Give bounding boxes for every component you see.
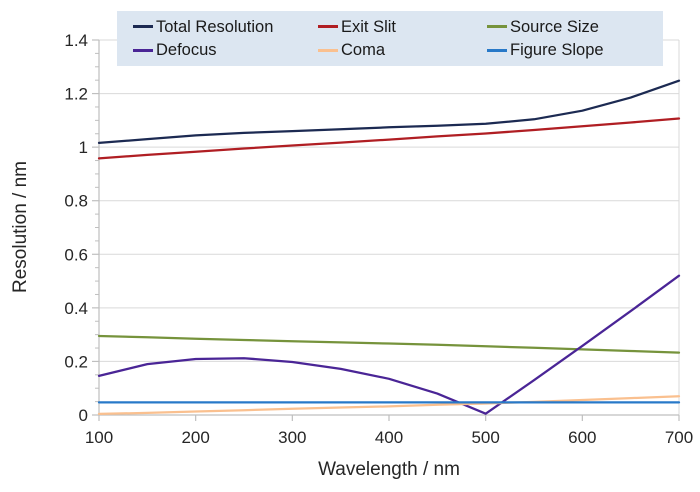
y-tick-label: 0.4 <box>64 299 88 318</box>
legend-swatch-exit-slit <box>318 25 338 29</box>
x-tick-label: 200 <box>181 428 209 447</box>
x-tick-label: 500 <box>471 428 499 447</box>
series-line-total-resolution <box>97 79 681 145</box>
legend-label: Defocus <box>156 41 217 60</box>
legend-label: Coma <box>341 41 386 60</box>
x-tick-label: 400 <box>375 428 403 447</box>
legend-label: Figure Slope <box>510 41 604 60</box>
y-tick-label: 0 <box>79 406 88 425</box>
series-line-source-size <box>97 334 681 354</box>
legend-swatch-total-resolution <box>133 25 153 29</box>
legend-swatch-source-size <box>487 25 507 29</box>
x-tick-label: 100 <box>85 428 113 447</box>
series-line-exit-slit <box>97 117 681 160</box>
legend-item-defocus: Defocus <box>133 41 318 59</box>
legend-swatch-defocus <box>133 48 153 52</box>
legend-swatch-figure-slope <box>487 48 507 52</box>
legend-item-figure-slope: Figure Slope <box>487 41 663 59</box>
legend-label: Exit Slit <box>341 17 397 36</box>
y-tick-label: 0.2 <box>64 352 88 371</box>
y-tick-label: 0.8 <box>64 192 88 211</box>
x-tick-label: 300 <box>278 428 306 447</box>
y-tick-label: 1.2 <box>64 85 88 104</box>
legend: Total Resolution Exit Slit Source Size Defo… <box>117 11 663 66</box>
legend-label: Source Size <box>510 17 599 36</box>
x-axis-title: Wavelength / nm <box>318 459 460 480</box>
y-axis-title: Resolution / nm <box>10 160 31 294</box>
x-tick-label: 600 <box>568 428 596 447</box>
legend-item-source-size: Source Size <box>487 18 663 36</box>
x-tick-label: 700 <box>665 428 693 447</box>
series-line-coma <box>97 395 681 416</box>
series-line-defocus <box>97 274 681 415</box>
legend-item-total-resolution: Total Resolution <box>133 18 318 36</box>
y-tick-label: 1 <box>79 138 88 157</box>
legend-item-exit-slit: Exit Slit <box>318 18 487 36</box>
y-tick-label: 1.4 <box>64 31 88 50</box>
legend-swatch-coma <box>318 48 338 52</box>
legend-item-coma: Coma <box>318 41 487 59</box>
legend-label: Total Resolution <box>156 17 274 36</box>
y-tick-label: 0.6 <box>64 245 88 264</box>
